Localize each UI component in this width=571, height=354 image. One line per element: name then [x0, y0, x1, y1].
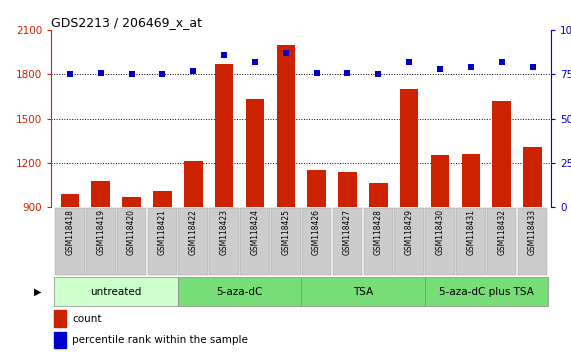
- FancyBboxPatch shape: [487, 208, 517, 275]
- FancyBboxPatch shape: [425, 278, 548, 306]
- Point: [405, 59, 414, 65]
- Bar: [461, 154, 480, 207]
- Bar: [369, 183, 388, 207]
- Bar: [91, 181, 110, 207]
- Bar: [54, 310, 66, 327]
- Text: GSM118428: GSM118428: [374, 209, 383, 255]
- Point: [436, 66, 445, 72]
- Text: GSM118429: GSM118429: [405, 209, 413, 255]
- FancyBboxPatch shape: [518, 208, 548, 275]
- Text: count: count: [73, 314, 102, 324]
- Text: GSM118433: GSM118433: [528, 209, 537, 255]
- Text: GSM118419: GSM118419: [96, 209, 105, 255]
- FancyBboxPatch shape: [271, 208, 300, 275]
- Text: TSA: TSA: [353, 287, 373, 297]
- FancyBboxPatch shape: [86, 208, 115, 275]
- Bar: [307, 170, 326, 207]
- FancyBboxPatch shape: [55, 208, 85, 275]
- Text: GSM118421: GSM118421: [158, 209, 167, 255]
- Bar: [523, 147, 542, 207]
- Bar: [122, 197, 141, 207]
- FancyBboxPatch shape: [179, 208, 208, 275]
- Text: untreated: untreated: [90, 287, 142, 297]
- FancyBboxPatch shape: [395, 208, 424, 275]
- Bar: [215, 64, 234, 207]
- Text: GSM118422: GSM118422: [189, 209, 198, 255]
- FancyBboxPatch shape: [364, 208, 393, 275]
- Point: [497, 59, 506, 65]
- FancyBboxPatch shape: [301, 278, 425, 306]
- FancyBboxPatch shape: [456, 208, 485, 275]
- Point: [250, 59, 259, 65]
- Bar: [61, 194, 79, 207]
- Point: [374, 72, 383, 77]
- Text: GSM118432: GSM118432: [497, 209, 506, 255]
- Text: 5-aza-dC plus TSA: 5-aza-dC plus TSA: [439, 287, 534, 297]
- Text: percentile rank within the sample: percentile rank within the sample: [73, 335, 248, 345]
- Bar: [492, 101, 511, 207]
- Text: agent: agent: [0, 287, 3, 297]
- Bar: [431, 155, 449, 207]
- Point: [281, 50, 290, 56]
- Bar: [184, 161, 203, 207]
- Point: [127, 72, 136, 77]
- FancyBboxPatch shape: [240, 208, 270, 275]
- Bar: [400, 89, 419, 207]
- FancyBboxPatch shape: [425, 208, 455, 275]
- Text: GSM118430: GSM118430: [436, 209, 444, 255]
- Text: GSM118423: GSM118423: [220, 209, 228, 255]
- Text: GSM118425: GSM118425: [282, 209, 290, 255]
- Text: GSM118426: GSM118426: [312, 209, 321, 255]
- Point: [65, 72, 74, 77]
- Text: GSM118431: GSM118431: [467, 209, 475, 255]
- Text: GSM118424: GSM118424: [251, 209, 259, 255]
- Point: [312, 70, 321, 75]
- FancyBboxPatch shape: [333, 208, 362, 275]
- Text: GSM118427: GSM118427: [343, 209, 352, 255]
- Text: GSM118420: GSM118420: [127, 209, 136, 255]
- Bar: [246, 99, 264, 207]
- Bar: [338, 172, 357, 207]
- Bar: [276, 45, 295, 207]
- Point: [219, 52, 228, 58]
- Point: [158, 72, 167, 77]
- FancyBboxPatch shape: [148, 208, 177, 275]
- Bar: [54, 332, 66, 348]
- FancyBboxPatch shape: [210, 208, 239, 275]
- Point: [467, 64, 476, 70]
- FancyBboxPatch shape: [178, 278, 301, 306]
- Text: GSM118418: GSM118418: [66, 209, 74, 255]
- Bar: [153, 191, 172, 207]
- Point: [96, 70, 105, 75]
- FancyBboxPatch shape: [302, 208, 331, 275]
- Point: [528, 64, 537, 70]
- Point: [343, 70, 352, 75]
- Text: ▶: ▶: [34, 287, 41, 297]
- FancyBboxPatch shape: [54, 278, 178, 306]
- Text: GDS2213 / 206469_x_at: GDS2213 / 206469_x_at: [51, 16, 202, 29]
- Point: [188, 68, 198, 74]
- FancyBboxPatch shape: [117, 208, 146, 275]
- Text: 5-aza-dC: 5-aza-dC: [216, 287, 263, 297]
